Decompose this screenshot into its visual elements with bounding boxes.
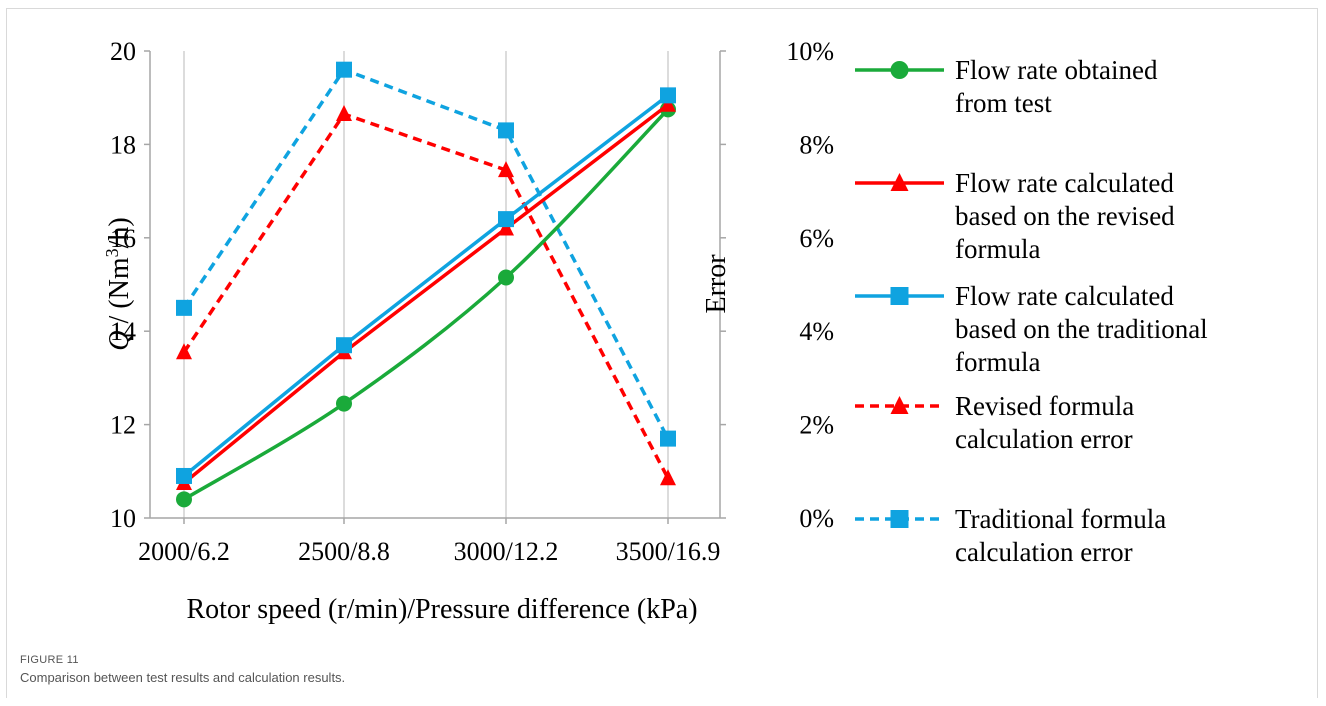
right-axis-ticks: 0% 2% 4% 6% 8% 10% — [720, 37, 834, 533]
legend-label: Flow rate calculated — [955, 168, 1174, 198]
series-line — [182, 103, 670, 485]
x-axis-ticks: 2000/6.2 2500/8.8 3000/12.2 3500/16.9 — [138, 518, 720, 566]
legend-label: Revised formula — [955, 391, 1134, 421]
y-axis-label-left: Q / (Nm3/h) — [102, 217, 135, 350]
data-point-circle — [176, 491, 192, 508]
data-point-circle — [498, 269, 514, 286]
left-tick-label: 10 — [110, 504, 136, 533]
data-point-square — [176, 299, 192, 316]
y-axis-label-end: /h) — [104, 217, 135, 248]
legend-label: Traditional formula — [955, 504, 1166, 534]
right-tick-label: 0% — [799, 504, 834, 533]
chart: 10 12 14 16 18 20 0% 2% 4% 6% 8% 10% 2000/6.2 2500/… — [102, 37, 1208, 625]
series-2 — [176, 87, 676, 484]
series-1 — [176, 95, 676, 490]
data-point-triangle — [336, 105, 352, 122]
left-axis-ticks: 10 12 14 16 18 20 — [110, 37, 150, 533]
legend-label: calculation error — [955, 424, 1133, 454]
series-line — [182, 93, 670, 478]
legend-label: based on the traditional — [955, 314, 1208, 344]
left-tick-label: 20 — [110, 37, 136, 66]
x-tick-label: 3000/12.2 — [454, 537, 559, 566]
data-point-triangle — [498, 219, 514, 236]
legend-label: Flow rate calculated — [955, 281, 1174, 311]
series-layer — [176, 61, 676, 508]
legend-label: Flow rate obtained — [955, 55, 1158, 85]
y-axis-label-sup: 3 — [102, 248, 122, 257]
data-point-square — [336, 61, 352, 78]
data-point-triangle — [660, 95, 676, 112]
y-axis-label-right: Error — [701, 254, 732, 314]
data-point-triangle — [498, 161, 514, 178]
legend-marker — [890, 61, 909, 79]
legend-marker — [890, 510, 909, 528]
right-tick-label: 6% — [799, 224, 834, 253]
legend-label: formula — [955, 234, 1040, 264]
legend-label: formula — [955, 347, 1040, 377]
right-tick-label: 2% — [799, 411, 834, 440]
right-tick-label: 4% — [799, 317, 834, 346]
y-axis-label-symbol: Q — [104, 330, 135, 350]
legend-marker — [890, 173, 909, 191]
legend-marker — [890, 396, 909, 414]
legend-label: calculation error — [955, 537, 1133, 567]
legend-label: from test — [955, 88, 1052, 118]
data-point-square — [660, 430, 676, 447]
left-tick-label: 18 — [110, 130, 136, 159]
legend-label: based on the revised — [955, 201, 1175, 231]
series-3 — [176, 105, 676, 486]
series-line — [182, 67, 670, 440]
right-tick-label: 10% — [786, 37, 834, 66]
legend-marker — [890, 287, 909, 305]
series-line — [182, 111, 670, 480]
left-tick-label: 16 — [110, 224, 136, 253]
figure-frame — [6, 8, 1318, 698]
series-0 — [176, 101, 676, 508]
data-point-square — [498, 122, 514, 139]
data-point-square — [176, 467, 192, 484]
x-tick-label: 3500/16.9 — [616, 537, 721, 566]
data-point-triangle — [660, 469, 676, 486]
data-point-square — [336, 337, 352, 354]
left-tick-label: 12 — [110, 411, 136, 440]
grid — [183, 51, 669, 518]
data-point-triangle — [176, 343, 192, 360]
series-line — [183, 108, 670, 501]
series-4 — [176, 61, 676, 447]
y-axis-label-unit: / (Nm — [104, 257, 135, 330]
left-tick-label: 14 — [110, 317, 136, 346]
x-tick-label: 2000/6.2 — [138, 537, 230, 566]
figure-caption: Comparison between test results and calc… — [20, 670, 346, 685]
axes — [149, 51, 721, 519]
figure-label: FIGURE 11 — [20, 654, 79, 666]
data-point-square — [498, 211, 514, 228]
data-point-square — [660, 87, 676, 104]
x-axis-label: Rotor speed (r/min)/Pressure difference … — [186, 594, 697, 625]
data-point-circle — [336, 395, 352, 412]
x-tick-label: 2500/8.8 — [298, 537, 390, 566]
right-tick-label: 8% — [799, 130, 834, 159]
